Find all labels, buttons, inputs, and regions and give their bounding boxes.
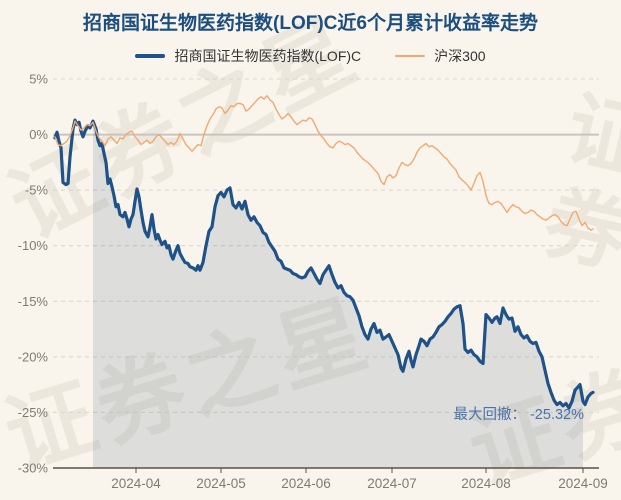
x-tick-label: 2024-09 bbox=[558, 476, 608, 491]
max-drawdown-annotation: 最大回撤： -25.32% bbox=[453, 407, 584, 423]
series-line-csi300[interactable] bbox=[54, 95, 594, 231]
csi300-line-swatch-icon bbox=[395, 55, 426, 57]
y-tick-label: -25% bbox=[18, 405, 49, 420]
series-line-fund[interactable] bbox=[53, 118, 595, 410]
legend-item-fund[interactable]: 招商国证生物医药指数(LOF)C bbox=[135, 46, 361, 66]
legend-label-csi300: 沪深300 bbox=[434, 48, 486, 64]
x-tick-label: 2024-06 bbox=[281, 476, 331, 491]
x-tick-label: 2024-08 bbox=[461, 476, 511, 491]
y-tick-label: -10% bbox=[18, 238, 49, 253]
y-tick-label: -5% bbox=[25, 183, 49, 198]
x-tick-label: 2024-04 bbox=[111, 476, 161, 491]
legend-label-fund: 招商国证生物医药指数(LOF)C bbox=[174, 48, 362, 64]
x-tick-label: 2024-05 bbox=[196, 476, 246, 491]
x-tick-label: 2024-07 bbox=[367, 476, 417, 491]
y-tick-label: -30% bbox=[18, 461, 49, 476]
page-title: 招商国证生物医药指数(LOF)C近6个月累计收益率走势 bbox=[83, 13, 538, 34]
chart-legend: 招商国证生物医药指数(LOF)C 沪深300 bbox=[0, 46, 621, 66]
y-tick-label: 0% bbox=[29, 127, 48, 142]
fund-line-swatch-icon bbox=[135, 54, 166, 58]
y-tick-label: -15% bbox=[18, 294, 49, 309]
legend-item-csi300[interactable]: 沪深300 bbox=[395, 46, 486, 66]
y-tick-label: 5% bbox=[29, 72, 48, 87]
y-tick-label: -20% bbox=[18, 349, 49, 364]
